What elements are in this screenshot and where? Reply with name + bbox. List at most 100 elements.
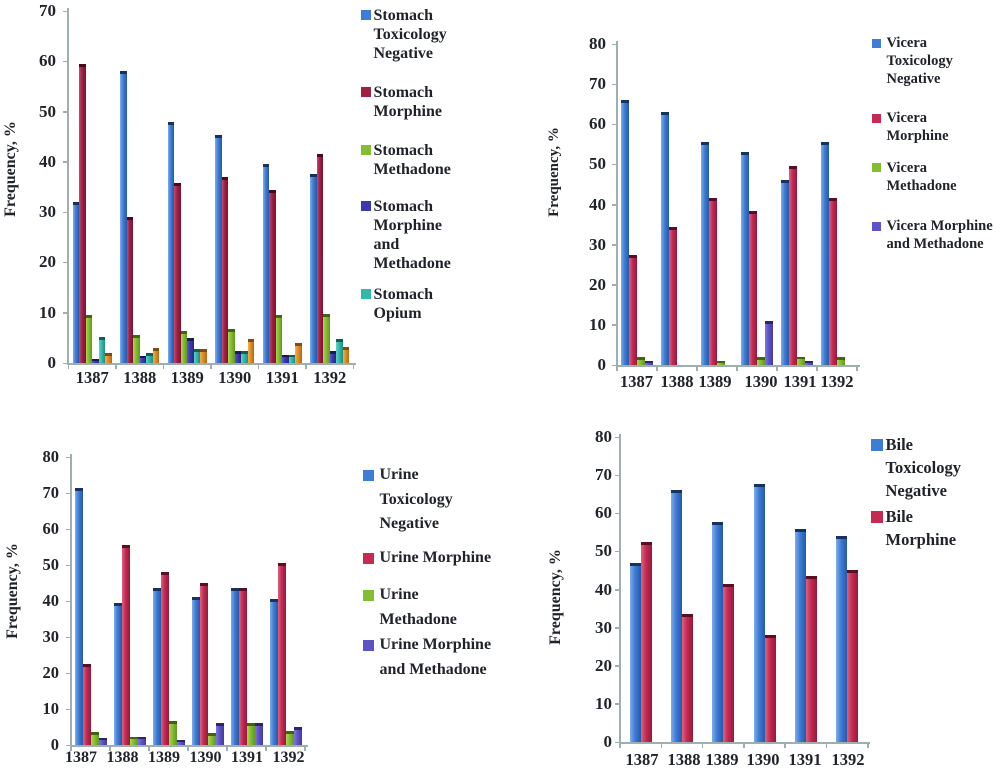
legend-swatch bbox=[363, 469, 374, 481]
bar bbox=[247, 339, 255, 363]
y-tick-label: 10 bbox=[39, 302, 56, 322]
bar bbox=[821, 142, 829, 365]
y-axis bbox=[69, 454, 72, 745]
y-tick-label: 40 bbox=[595, 579, 612, 599]
y-tick bbox=[65, 564, 70, 566]
x-tick bbox=[743, 744, 745, 748]
bar bbox=[323, 313, 330, 363]
legend-label: Vicera bbox=[886, 110, 928, 126]
x-tick-label: 1389 bbox=[698, 372, 732, 391]
x-tick-label: 1391 bbox=[231, 749, 263, 766]
bar bbox=[174, 182, 181, 363]
y-tick-label: 70 bbox=[595, 465, 612, 485]
bar bbox=[836, 536, 848, 742]
bar bbox=[310, 174, 317, 363]
x-tick bbox=[109, 747, 111, 751]
y-tick-label: 70 bbox=[589, 74, 606, 94]
bar bbox=[74, 487, 83, 745]
y-tick bbox=[63, 261, 67, 264]
y-tick bbox=[614, 436, 619, 438]
y-tick-label: 30 bbox=[595, 617, 612, 637]
x-tick bbox=[776, 367, 778, 371]
bar bbox=[241, 350, 248, 363]
x-tick-label: 1389 bbox=[705, 750, 739, 769]
legend-label: Methadone bbox=[373, 254, 451, 272]
bar bbox=[285, 730, 294, 745]
legend-label: Stomach bbox=[373, 141, 434, 159]
legend-swatch bbox=[872, 163, 881, 172]
bar bbox=[669, 226, 677, 365]
y-tick bbox=[65, 528, 70, 530]
bar bbox=[805, 576, 817, 742]
legend-label: Methadone bbox=[379, 610, 457, 628]
legend-label: Vicera bbox=[886, 35, 928, 51]
y-tick bbox=[63, 10, 67, 13]
bar bbox=[293, 727, 302, 745]
bar bbox=[681, 614, 693, 742]
y-tick-label: 20 bbox=[595, 655, 612, 675]
bar bbox=[90, 732, 99, 745]
bar bbox=[207, 733, 216, 745]
y-tick bbox=[65, 636, 70, 638]
y-tick bbox=[614, 627, 619, 629]
y-tick bbox=[65, 744, 70, 746]
bar bbox=[191, 597, 200, 745]
y-tick bbox=[611, 244, 616, 246]
bar bbox=[741, 152, 749, 365]
bar bbox=[168, 720, 177, 745]
bar bbox=[120, 71, 127, 363]
legend-label: Vicera Morphine bbox=[886, 218, 993, 234]
x-tick bbox=[187, 747, 189, 751]
y-tick bbox=[614, 703, 619, 705]
y-tick bbox=[611, 163, 616, 166]
legend-label: Methadone bbox=[373, 160, 451, 178]
bar bbox=[794, 528, 806, 742]
x-tick bbox=[148, 747, 150, 751]
x-tick bbox=[701, 744, 704, 748]
legend-label: and Methadone bbox=[886, 236, 984, 252]
x-tick bbox=[265, 747, 267, 751]
legend-label: Urine Morphine bbox=[379, 549, 492, 566]
bar bbox=[723, 583, 735, 742]
legend-label: Negative bbox=[885, 481, 947, 500]
y-tick bbox=[63, 211, 67, 214]
bar bbox=[254, 723, 263, 745]
x-tick-label: 1387 bbox=[620, 372, 653, 391]
legend-swatch bbox=[871, 510, 883, 523]
bar bbox=[701, 142, 709, 365]
y-tick-label: 70 bbox=[42, 483, 60, 502]
y-tick bbox=[614, 665, 619, 667]
bar bbox=[670, 490, 682, 742]
y-tick bbox=[614, 589, 619, 591]
bar bbox=[621, 100, 629, 365]
x-tick bbox=[210, 365, 212, 369]
bar bbox=[176, 739, 185, 745]
bar bbox=[137, 737, 146, 745]
legend-label: Urine Morphine bbox=[379, 636, 492, 653]
legend-label: Morphine bbox=[373, 216, 442, 234]
y-tick-label: 50 bbox=[595, 541, 612, 561]
bar bbox=[709, 198, 717, 365]
bar bbox=[79, 63, 86, 363]
x-tick-label: 1392 bbox=[272, 749, 305, 766]
y-tick-label: 30 bbox=[39, 202, 56, 222]
y-tick bbox=[611, 43, 616, 45]
x-tick-label: 1389 bbox=[170, 368, 204, 387]
x-tick bbox=[867, 744, 869, 748]
legend-label: and bbox=[373, 235, 400, 253]
bar bbox=[129, 737, 138, 745]
legend-swatch bbox=[872, 38, 881, 48]
x-tick-label: 1388 bbox=[106, 749, 139, 766]
bar bbox=[781, 180, 789, 365]
bar bbox=[187, 337, 194, 363]
y-tick-label: 20 bbox=[589, 274, 606, 294]
legend-label: Toxicology bbox=[885, 458, 961, 477]
x-tick-label: 1392 bbox=[831, 750, 865, 769]
y-axis-title: Frequency, % bbox=[547, 549, 564, 645]
legend-label: and Methadone bbox=[379, 660, 487, 678]
bar bbox=[797, 357, 805, 365]
x-tick bbox=[616, 367, 618, 371]
legend-label: Negative bbox=[373, 44, 434, 62]
